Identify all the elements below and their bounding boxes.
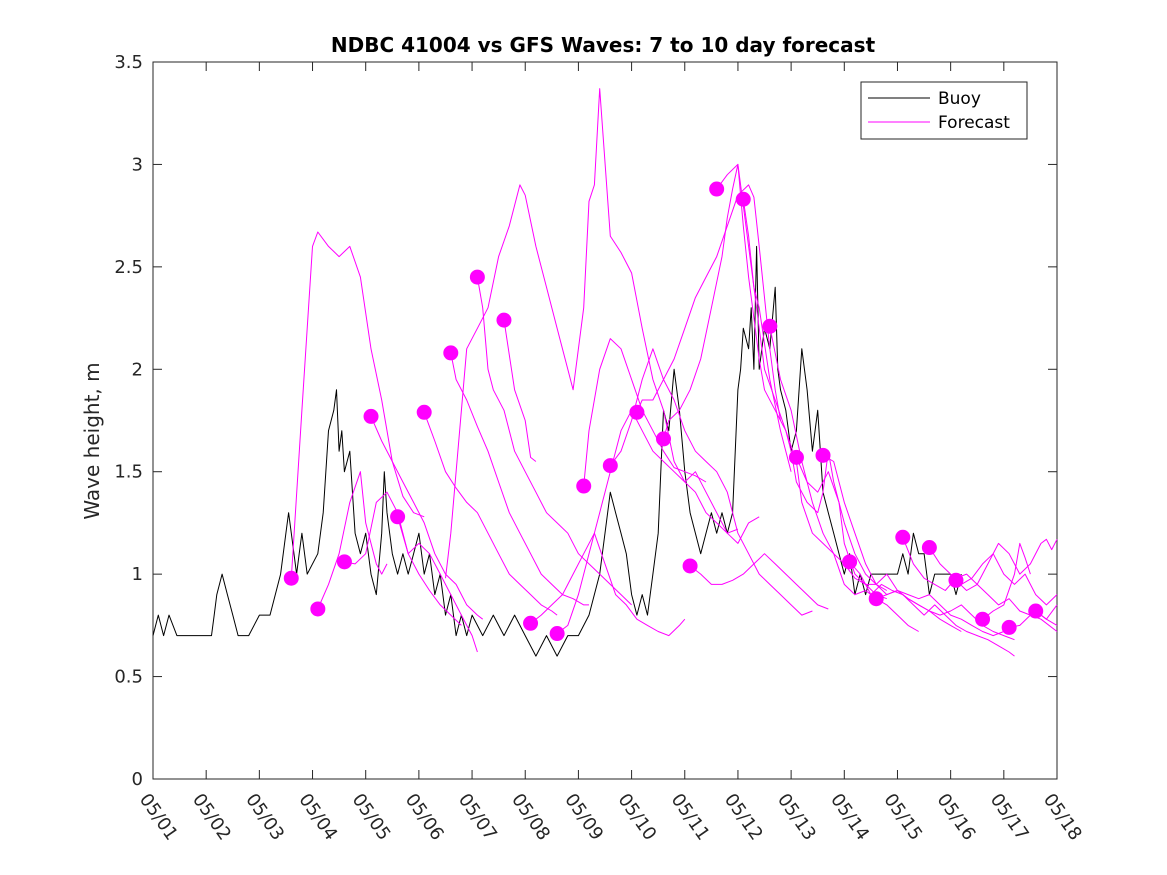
forecast-marker xyxy=(283,570,299,586)
forecast-marker xyxy=(523,615,539,631)
forecast-run-line xyxy=(876,590,1015,637)
forecast-marker xyxy=(390,509,406,525)
forecast-run-line xyxy=(397,516,478,653)
forecast-run-line xyxy=(476,277,632,606)
forecast-run-line xyxy=(609,348,813,616)
y-tick-label: 0.5 xyxy=(114,667,143,688)
forecast-marker xyxy=(363,408,379,424)
buoy-series xyxy=(152,245,962,657)
forecast-run-line xyxy=(445,88,760,579)
forecast-marker xyxy=(842,554,858,570)
y-tick-label: 2 xyxy=(132,359,143,380)
y-tick-label: 2.5 xyxy=(114,257,143,278)
forecast-run-line xyxy=(663,163,792,472)
y-tick-label: 3.5 xyxy=(114,52,143,73)
forecast-run-line xyxy=(716,163,888,591)
forecast-run-line xyxy=(317,471,388,610)
forecast-run-line xyxy=(742,199,887,600)
y-axis-label: Wave height, m xyxy=(80,362,104,519)
forecast-marker xyxy=(602,458,618,474)
forecast-marker xyxy=(735,191,751,207)
forecast-run-line xyxy=(530,532,686,637)
chart-title: NDBC 41004 vs GFS Waves: 7 to 10 day for… xyxy=(331,33,876,57)
forecast-marker xyxy=(629,404,645,420)
forecast-marker xyxy=(895,529,911,545)
axes-frame xyxy=(152,61,1058,780)
forecast-marker xyxy=(443,345,459,361)
y-tick-label: 1 xyxy=(132,564,143,585)
forecast-run-line xyxy=(689,553,829,610)
forecast-marker xyxy=(788,449,804,465)
forecast-run-line xyxy=(370,416,484,620)
forecast-start-markers xyxy=(283,181,1044,642)
y-tick-label: 0 xyxy=(132,769,143,790)
forecast-run-line xyxy=(769,326,919,632)
forecast-run-line xyxy=(503,320,537,462)
forecast-marker xyxy=(921,540,937,556)
forecast-marker xyxy=(310,601,326,617)
forecast-marker xyxy=(682,558,698,574)
forecast-run-line xyxy=(955,538,1058,591)
forecast-run-line xyxy=(556,409,739,634)
forecast-marker xyxy=(416,404,432,420)
legend-forecast-label: Forecast xyxy=(938,113,1010,133)
forecast-marker xyxy=(336,554,352,570)
forecast-run-line xyxy=(344,491,462,626)
legend-box xyxy=(860,81,1028,140)
forecast-marker xyxy=(549,626,565,642)
forecast-marker xyxy=(709,181,725,197)
forecast-marker xyxy=(1001,619,1017,635)
forecast-run-line xyxy=(450,352,589,606)
plot-area xyxy=(152,61,1058,780)
forecast-marker xyxy=(496,312,512,328)
forecast-run-line xyxy=(636,184,781,421)
forecast-marker xyxy=(1028,603,1044,619)
forecast-marker xyxy=(576,478,592,494)
legend: Buoy Forecast xyxy=(860,81,1028,140)
forecast-run-line xyxy=(290,231,425,579)
forecast-marker xyxy=(948,572,964,588)
y-tick-label: 3 xyxy=(132,154,143,175)
forecast-marker xyxy=(469,269,485,285)
forecast-run-line xyxy=(849,561,1015,657)
forecast-run-line xyxy=(423,412,558,616)
forecast-series xyxy=(290,88,1058,657)
y-tick-label: 1.5 xyxy=(114,462,143,483)
buoy-line xyxy=(152,245,962,657)
forecast-marker xyxy=(868,591,884,607)
forecast-marker xyxy=(975,611,991,627)
y-axis: 0 0.5 1 1.5 2 2.5 3 3.5 xyxy=(114,52,1057,790)
forecast-run-line xyxy=(982,542,1031,620)
forecast-marker xyxy=(815,447,831,463)
forecast-marker xyxy=(655,431,671,447)
forecast-marker xyxy=(762,318,778,334)
legend-buoy-label: Buoy xyxy=(938,89,981,109)
